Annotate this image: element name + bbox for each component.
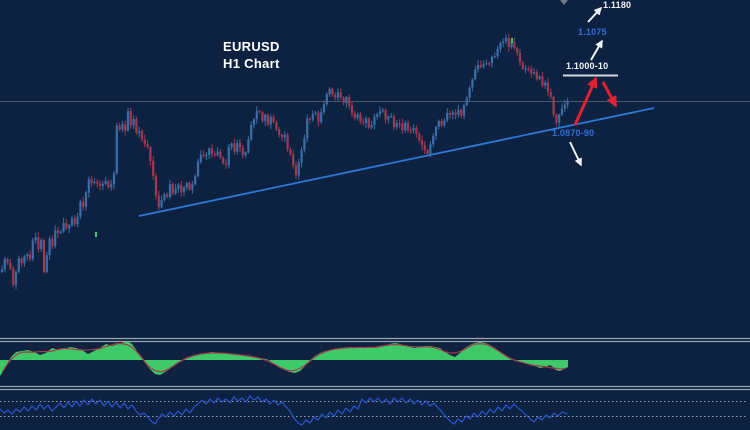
candlesticks — [0, 33, 569, 290]
symbol-label: EURUSD — [223, 39, 280, 54]
cursor-triangle — [560, 0, 568, 5]
support-zone-label-1.0870-90[interactable]: 1.0870-90 — [552, 128, 595, 138]
price-target-label-1.1075[interactable]: 1.1075 — [578, 27, 607, 37]
resistance-zone-label-1.1000-10[interactable]: 1.1000-10 — [566, 61, 609, 71]
ascending-trendline[interactable] — [138, 107, 655, 217]
price-target-label-1.1180[interactable]: 1.1180 — [603, 0, 632, 10]
oscillator-green-area — [0, 341, 568, 376]
chart-title: EURUSD H1 Chart — [223, 38, 280, 72]
doji-marks — [95, 38, 513, 237]
red-scenario-arrows[interactable] — [573, 76, 618, 126]
rsi-panel — [0, 395, 746, 426]
timeframe-label: H1 Chart — [223, 56, 280, 71]
panel-dividers — [0, 337, 750, 391]
white-projection-arrows[interactable] — [569, 6, 603, 167]
